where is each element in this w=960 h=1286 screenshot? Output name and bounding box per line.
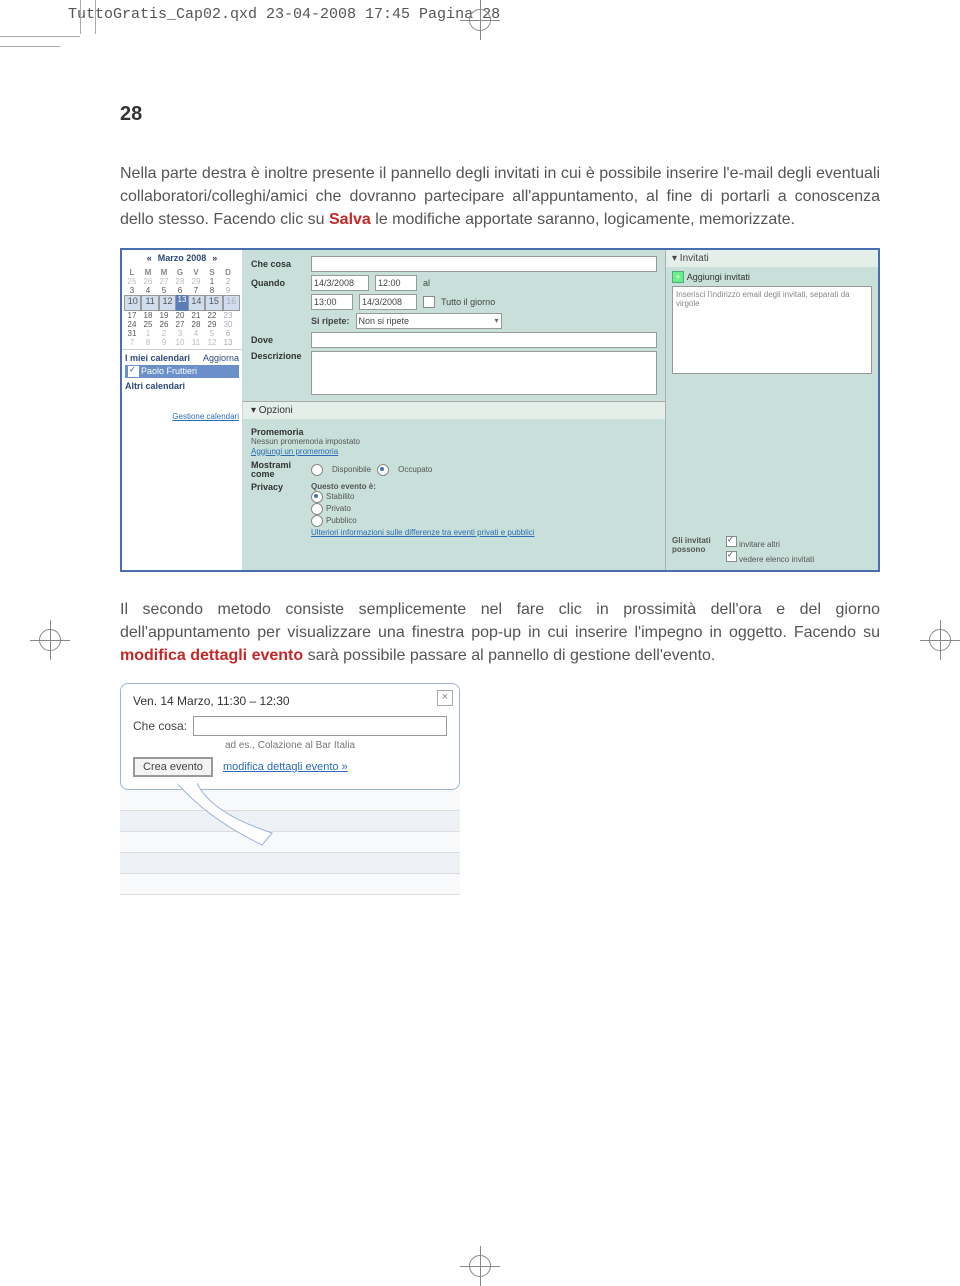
- repeat-label: Si ripete:: [311, 316, 350, 326]
- popup-title: Ven. 14 Marzo, 11:30 – 12:30: [133, 694, 447, 708]
- event-popup: × Ven. 14 Marzo, 11:30 – 12:30 Che cosa:…: [120, 683, 460, 790]
- para1-salva: Salva: [329, 211, 371, 228]
- reminder-heading: Promemoria: [251, 427, 657, 437]
- page-number: 28: [120, 103, 880, 126]
- radio-available[interactable]: [311, 464, 323, 476]
- label-where: Dove: [251, 335, 305, 345]
- description-textarea[interactable]: [311, 351, 657, 395]
- next-month-icon[interactable]: »: [212, 253, 217, 263]
- privacy-more-link[interactable]: Ulteriori informazioni sulle differenze …: [311, 528, 535, 537]
- invitees-panel: ▾ Invitati + Aggiungi invitati Inserisci…: [665, 250, 878, 570]
- refresh-link[interactable]: Aggiorna: [203, 353, 239, 363]
- add-invitees-link[interactable]: Aggiungi invitati: [687, 272, 750, 282]
- para2-text-b: sarà possibile passare al pannello di ge…: [303, 647, 715, 664]
- perm-invite-checkbox[interactable]: [726, 536, 737, 547]
- what-input[interactable]: [311, 256, 657, 272]
- radio-busy[interactable]: [377, 464, 389, 476]
- repeat-select[interactable]: Non si ripete▾: [356, 313, 502, 329]
- date-end-input[interactable]: 14/3/2008: [359, 294, 417, 310]
- paragraph-2: Il secondo metodo consiste semplicemente…: [120, 598, 880, 668]
- label-what: Che cosa: [251, 259, 305, 269]
- allday-label: Tutto il giorno: [441, 297, 495, 307]
- label-al: al: [423, 278, 430, 288]
- radio-default[interactable]: [311, 491, 323, 503]
- screenshot-popup: × Ven. 14 Marzo, 11:30 – 12:30 Che cosa:…: [120, 683, 460, 895]
- privacy-heading: Questo evento è:: [311, 482, 535, 491]
- calendar-month: Marzo 2008: [158, 253, 207, 263]
- showme-label: Mostrami come: [251, 461, 305, 479]
- allday-checkbox[interactable]: [423, 296, 435, 308]
- manage-calendars-link[interactable]: Gestione calendari: [172, 412, 239, 421]
- paragraph-1: Nella parte destra è inoltre presente il…: [120, 162, 880, 232]
- popup-hint: ad es., Colazione al Bar Italia: [133, 740, 447, 751]
- event-form: Che cosa Quando 14/3/2008 12:00 al 13:00…: [243, 250, 665, 570]
- other-calendars-heading: Altri calendari: [125, 381, 239, 391]
- reminder-add-link[interactable]: Aggiungi un promemoria: [251, 447, 338, 456]
- label-description: Descrizione: [251, 351, 305, 361]
- invitees-perm-label: Gli invitati possono: [672, 536, 720, 564]
- invitees-textarea[interactable]: Inserisci l'indirizzo email degli invita…: [672, 286, 872, 374]
- para2-text-a: Il secondo metodo consiste semplicemente…: [120, 601, 880, 641]
- perm-list-checkbox[interactable]: [726, 551, 737, 562]
- options-header[interactable]: ▾ Opzioni: [243, 401, 665, 419]
- close-icon[interactable]: ×: [437, 690, 453, 706]
- calendar-item[interactable]: Paolo Fruttieri: [125, 365, 239, 378]
- calendar-sidebar: « Marzo 2008 » LMMGVSD 252627282912 3456…: [122, 250, 243, 570]
- checkbox-icon[interactable]: [128, 366, 139, 377]
- para2-modifica: modifica dettagli evento: [120, 647, 303, 664]
- where-input[interactable]: [311, 332, 657, 348]
- invitees-header[interactable]: ▾ Invitati: [666, 250, 878, 267]
- label-when: Quando: [251, 278, 305, 288]
- para1-text-b: le modifiche apportate saranno, logicame…: [371, 211, 795, 228]
- time-end-input[interactable]: 13:00: [311, 294, 353, 310]
- privacy-label: Privacy: [251, 482, 305, 492]
- prev-month-icon[interactable]: «: [147, 253, 152, 263]
- radio-public[interactable]: [311, 515, 323, 527]
- screenshot-calendar-event: « Marzo 2008 » LMMGVSD 252627282912 3456…: [120, 248, 880, 572]
- reminder-none: Nessun promemoria impostato: [251, 437, 657, 446]
- popup-what-label: Che cosa:: [133, 719, 187, 733]
- create-event-button[interactable]: Crea evento: [133, 757, 213, 777]
- plus-icon[interactable]: +: [672, 271, 684, 283]
- popup-what-input[interactable]: [193, 716, 447, 736]
- my-calendars-heading: I miei calendari: [125, 353, 190, 363]
- mini-calendar[interactable]: LMMGVSD 252627282912 3456789 10111213141…: [122, 266, 242, 349]
- edit-details-link[interactable]: modifica dettagli evento »: [223, 761, 348, 773]
- radio-private[interactable]: [311, 503, 323, 515]
- date-start-input[interactable]: 14/3/2008: [311, 275, 369, 291]
- time-start-input[interactable]: 12:00: [375, 275, 417, 291]
